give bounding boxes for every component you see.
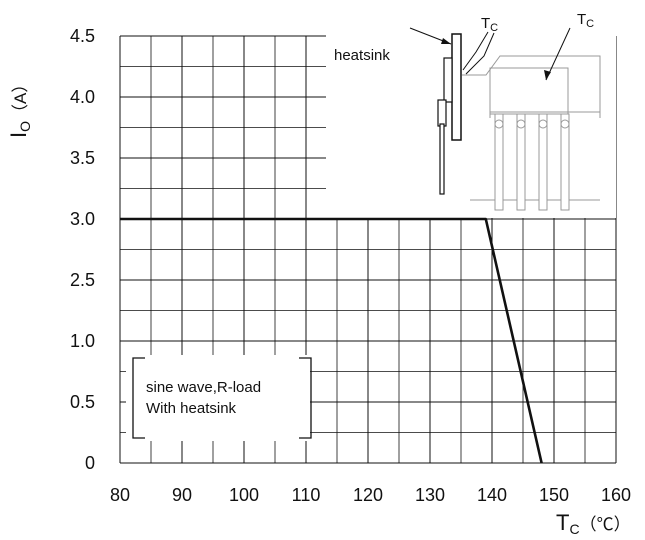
x-axis-label-sub: C	[569, 521, 579, 537]
x-tick-label: 130	[415, 485, 445, 505]
tc-right-main: T	[577, 11, 586, 28]
series-layer	[120, 217, 543, 464]
device-side-step	[437, 99, 447, 127]
device-front-body	[489, 67, 569, 115]
lead-2	[516, 113, 526, 211]
tc-left-sub: C	[490, 22, 498, 34]
lead-hole-2	[516, 119, 526, 129]
y-axis-label: IO（A）	[6, 76, 33, 138]
x-tick-label: 100	[229, 485, 259, 505]
y-axis-label-unit: （A）	[11, 76, 30, 121]
y-tick-label: 3.5	[70, 148, 95, 168]
y-axis-label-sub: O	[17, 121, 33, 132]
tc-right-label: TC	[577, 11, 594, 30]
lead-hole-1	[494, 119, 504, 129]
condition-annotation: sine wave,R-load With heatsink	[126, 355, 312, 441]
x-tick-label: 150	[539, 485, 569, 505]
x-tick-label: 140	[477, 485, 507, 505]
x-tick-label: 110	[292, 485, 321, 505]
condition-bracket-left	[132, 357, 145, 439]
lead-4	[560, 113, 570, 211]
device-leads	[494, 113, 570, 211]
y-tick-label: 3.0	[70, 209, 95, 229]
tc-left-label: TC	[481, 15, 498, 34]
tc-right-arrowhead	[544, 70, 551, 80]
series-line	[120, 217, 543, 464]
y-tick-label: 0	[85, 453, 95, 473]
condition-background	[126, 355, 310, 441]
condition-bracket-right	[299, 357, 312, 439]
lead-hole-3	[538, 119, 548, 129]
lead-1	[494, 113, 504, 211]
device-side-body	[443, 57, 453, 103]
heatsink-arrowhead	[441, 38, 451, 44]
device-side-lead	[439, 123, 445, 195]
package-inset: heatsink TC	[326, 10, 616, 218]
y-tick-label: 2.5	[70, 270, 95, 290]
y-axis-label-main: I	[6, 132, 31, 138]
condition-line-1: sine wave,R-load	[146, 379, 261, 396]
tc-left-pointer	[462, 31, 489, 71]
lead-hole-4	[560, 119, 570, 129]
lead-holes	[494, 119, 570, 129]
x-axis-label: TC（℃）	[556, 510, 631, 537]
y-tick-label: 4.5	[70, 26, 95, 46]
lead-3	[538, 113, 548, 211]
tc-left-main: T	[481, 15, 490, 32]
tc-right-arrow	[545, 27, 571, 81]
tc-left-pointer-2	[465, 32, 495, 75]
x-axis-label-unit: （℃）	[580, 515, 631, 534]
heatsink-plate	[451, 33, 462, 141]
x-tick-label: 160	[601, 485, 631, 505]
y-tick-labels: 0 0.5 1.0 2.5 3.0 3.5 4.0 4.5	[70, 26, 95, 473]
inset-background	[326, 10, 616, 218]
heatsink-label: heatsink	[334, 47, 390, 64]
tc-right-sub: C	[586, 18, 594, 30]
x-tick-label: 80	[110, 485, 130, 505]
y-tick-label: 4.0	[70, 87, 95, 107]
y-tick-label: 0.5	[70, 392, 95, 412]
x-tick-label: 120	[353, 485, 383, 505]
condition-line-2: With heatsink	[146, 400, 237, 417]
y-tick-label: 1.0	[70, 331, 95, 351]
x-tick-label: 90	[172, 485, 192, 505]
x-tick-labels: 80 90 100 110 120 130 140 150 160	[110, 485, 631, 505]
x-axis-label-main: T	[556, 510, 569, 535]
